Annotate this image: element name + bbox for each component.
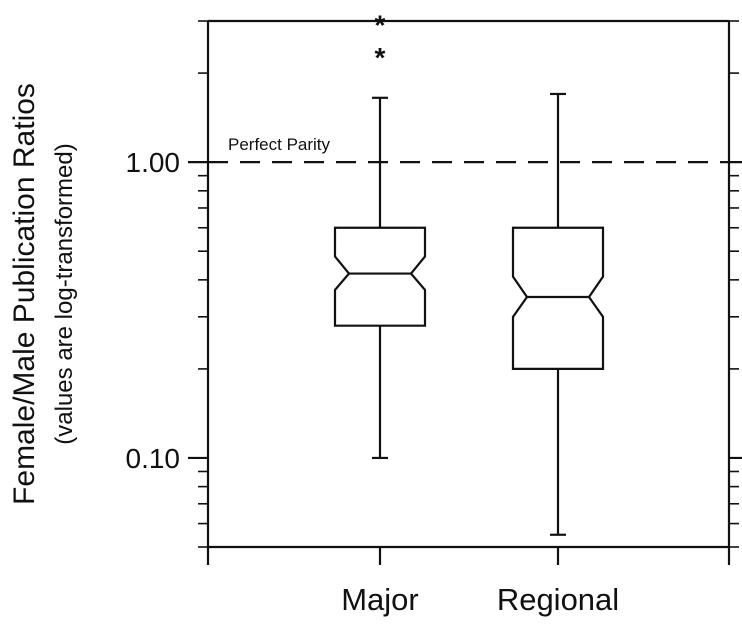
x-category-label: Regional [497,582,619,617]
outlier-point: * [375,9,386,40]
x-category-label: Major [341,582,419,617]
axes-group: 0.10 1.00 [126,21,742,565]
outlier-point: * [375,42,386,73]
box-major [335,228,425,326]
y-axis-label: Female/Male Publication Ratios [8,83,41,505]
reference-line-label: Perfect Parity [228,135,331,154]
reference-group: Perfect Parity [208,135,729,162]
box-regional [513,228,603,369]
y-tick-label: 1.00 [126,147,181,178]
y-tick-label: 0.10 [126,443,181,474]
labels-group: Major Regional [341,582,619,617]
y-axis-sublabel: (values are log-transformed) [51,143,78,444]
boxes-group: ** [335,9,603,534]
